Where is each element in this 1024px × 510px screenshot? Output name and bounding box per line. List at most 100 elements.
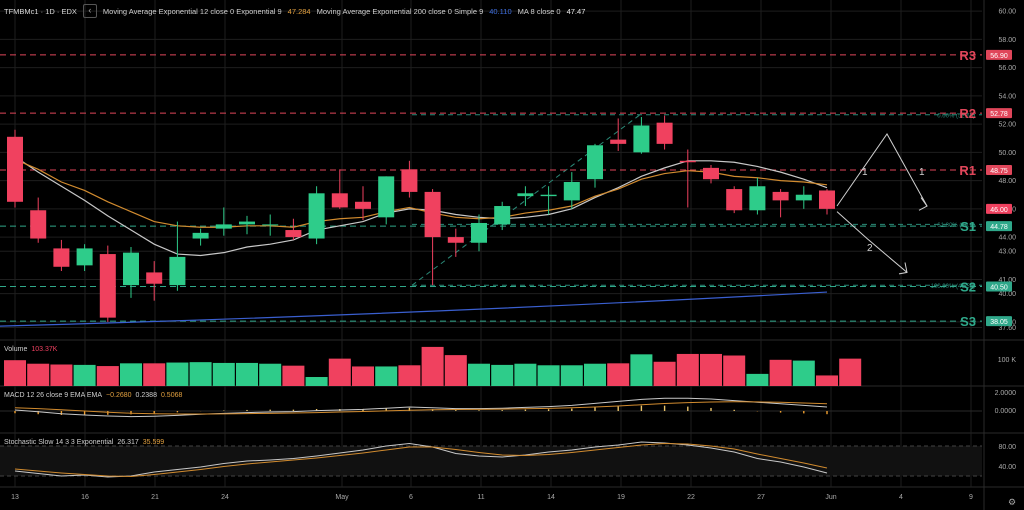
s2-price-text: 40.50 [990, 285, 1008, 292]
x-tick-label: 21 [151, 494, 159, 501]
ema200-value: 40.110 [489, 6, 512, 16]
volume-tick: 100 K [998, 357, 1017, 364]
volume-bar [769, 359, 792, 386]
volume-bar [352, 366, 374, 386]
volume-bar [792, 360, 815, 386]
stoch-tick: 80.00 [998, 444, 1016, 451]
fib-618-line-label: 61.80% (44.9) [937, 223, 975, 229]
x-tick-label: 4 [899, 494, 903, 501]
macd-panel-label: MACD 12 26 close 9 EMA EMA −0.2680 0.238… [4, 392, 183, 399]
volume-bar [96, 366, 119, 386]
x-tick-label: Jun [825, 494, 836, 501]
volume-bar [166, 362, 189, 386]
stoch-band [0, 446, 982, 476]
candle-body [7, 136, 23, 202]
volume-bar [27, 363, 50, 386]
r2-price-text: 52.78 [990, 111, 1008, 118]
y-tick-label: 50.00 [998, 150, 1016, 157]
candle-body [30, 210, 47, 239]
s2-price-tag [986, 281, 1012, 292]
candle-body [610, 139, 627, 144]
symbol-label[interactable]: TFMBMc1 · 1D · EDX [4, 6, 77, 16]
volume-bar [630, 354, 653, 386]
projection-arrow-up [836, 133, 928, 207]
r1-label: R1 [959, 163, 976, 178]
stoch-d-line [14, 442, 828, 478]
r2-label: R2 [959, 106, 976, 121]
projection-arrow-down [836, 211, 908, 273]
gear-icon[interactable]: ⚙ [1007, 497, 1017, 507]
candle-body [749, 186, 766, 211]
y-tick-label: 54.00 [998, 93, 1016, 100]
ema12-value: 47.284 [287, 6, 311, 16]
candle-body [76, 248, 93, 266]
candle-body [471, 222, 487, 243]
r3-price-text: 56.90 [990, 53, 1008, 60]
candle-body [355, 201, 371, 209]
candle-body [656, 122, 673, 144]
r3-label: R3 [959, 48, 976, 63]
candle-body [239, 221, 255, 225]
y-tick-label: 58.00 [998, 37, 1016, 44]
candle-body [262, 224, 279, 226]
candle-body [285, 230, 302, 238]
r1-price-text: 48.75 [990, 168, 1008, 175]
projection-arrowhead-down [898, 262, 908, 275]
volume-bar [491, 364, 514, 386]
y-tick-label: 43.00 [998, 249, 1016, 256]
x-tick-label: 22 [687, 494, 695, 501]
x-tick-label: 11 [477, 494, 484, 501]
chevron-left-icon[interactable]: ‹ [82, 4, 97, 18]
volume-bar [50, 364, 73, 386]
candle-body [587, 145, 603, 180]
candle-body [123, 252, 139, 286]
ema200-label: Moving Average Exponential 200 close 0 S… [316, 6, 484, 16]
volume-bar [421, 346, 444, 386]
volume-bar [468, 363, 490, 386]
s3-price-text: 38.05 [990, 319, 1008, 326]
candle-body [331, 193, 348, 208]
s3-price-tag [986, 316, 1012, 327]
volume-bar [305, 377, 328, 386]
volume-bar [746, 373, 769, 386]
r3-price-tag [986, 49, 1012, 60]
candle-body [53, 248, 70, 267]
candle-body [401, 169, 418, 192]
candle-body [703, 167, 719, 180]
y-tick-label: 44.00 [998, 235, 1016, 242]
volume-bar [607, 363, 630, 386]
x-tick-label: 27 [757, 494, 765, 501]
x-tick-label: 19 [617, 494, 625, 501]
volume-bar [212, 362, 235, 386]
volume-bar [723, 355, 746, 386]
candle-body [308, 193, 325, 239]
stoch-k-line [14, 441, 828, 478]
legend-header: TFMBMc1 · 1D · EDX ‹ Moving Average Expo… [4, 4, 585, 18]
volume-bar [560, 365, 583, 386]
projection-label-1b: 1 [919, 167, 925, 178]
volume-bar [584, 363, 606, 386]
volume-panel-label: Volume 103.37K [4, 346, 58, 353]
stoch-tick: 40.00 [998, 464, 1016, 471]
candle-body [819, 190, 835, 209]
last-price-text: 46.00 [990, 207, 1008, 214]
x-tick-label: 13 [11, 494, 19, 501]
candle-body [447, 237, 464, 243]
y-tick-label: 41.00 [998, 277, 1016, 284]
candle-body [633, 125, 650, 153]
volume-bar [398, 365, 421, 386]
volume-bar [514, 363, 537, 386]
x-tick-label: 9 [969, 494, 973, 501]
y-tick-label: 37.60 [998, 325, 1016, 332]
volume-bar [4, 360, 26, 386]
x-tick-label: 6 [409, 494, 413, 501]
volume-bar [143, 363, 166, 386]
ema12-line [14, 158, 828, 228]
stoch-panel-label: Stochastic Slow 14 3 3 Exponential 26.31… [4, 439, 165, 446]
volume-bar [282, 365, 305, 386]
candle-body [494, 206, 511, 225]
candle-body [679, 160, 696, 163]
volume-bar [259, 363, 282, 386]
volume-bar [653, 361, 676, 386]
